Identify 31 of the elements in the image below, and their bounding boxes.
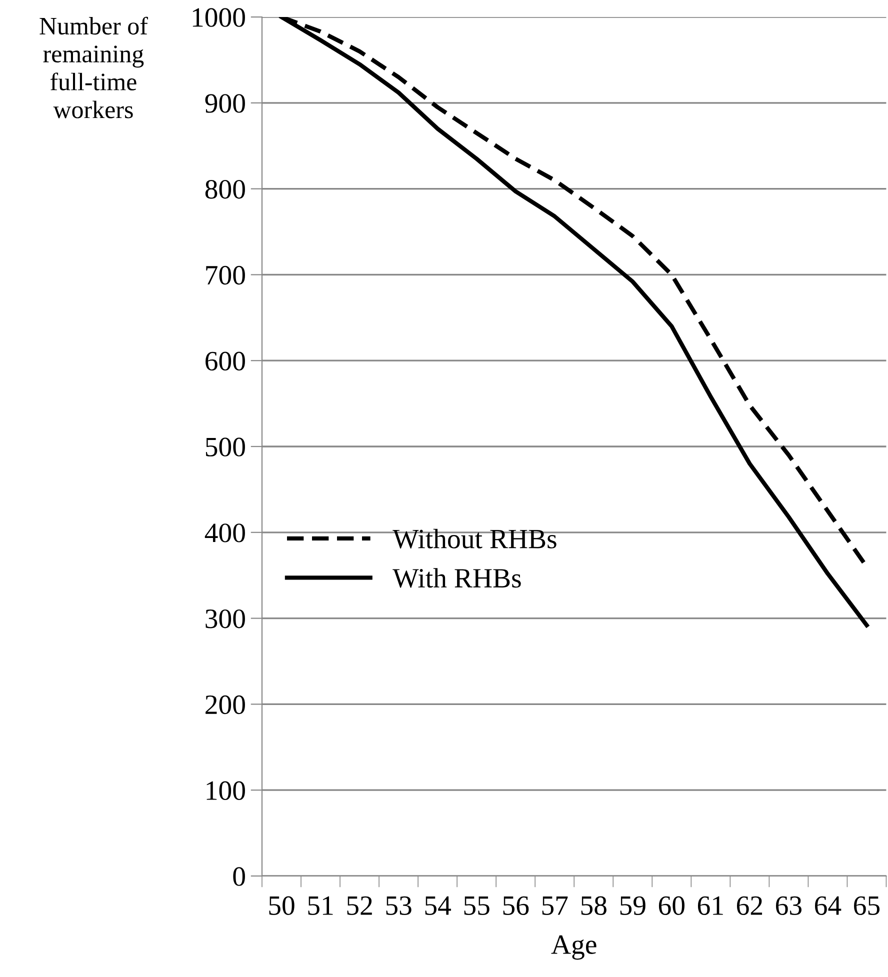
x-tick-label: 58 [581,896,606,915]
x-tick-label: 53 [386,896,412,915]
x-tick-label: 55 [464,896,490,915]
x-tick-label: 59 [620,896,646,915]
y-tick-label: 200 [206,695,245,714]
x-tick-label: 63 [776,896,802,915]
x-tick-label: 64 [815,896,842,915]
x-tick-label: 56 [503,896,529,915]
x-axis-title: Age [551,935,596,960]
y-tick-label: 400 [204,524,245,542]
x-tick-label: 60 [658,896,684,915]
y-tick-label: 100 [206,781,245,800]
y-axis-title: Number of remaining full-time workers [40,16,148,118]
y-tick-label: 1000 [192,8,245,27]
x-tick-label: 50 [269,896,294,915]
y-tick-label: 0 [233,867,245,886]
x-tick-label: 51 [308,896,333,915]
y-tick-label: 500 [206,438,245,456]
x-tick-label: 57 [542,896,568,915]
y-tick-label: 900 [205,94,245,113]
y-tick-label: 700 [206,266,245,285]
x-tick-label: 54 [425,896,452,915]
x-tick-label: 61 [698,896,723,915]
x-tick-label: 65 [854,896,880,915]
legend-label: With RHBs [392,568,521,588]
y-tick-label: 300 [206,609,245,628]
legend-label: Without RHBs [392,528,556,549]
x-tick-label: 62 [736,896,762,915]
x-tick-label: 52 [347,896,372,915]
y-tick-label: 800 [205,180,245,199]
y-tick-label: 600 [206,352,245,371]
